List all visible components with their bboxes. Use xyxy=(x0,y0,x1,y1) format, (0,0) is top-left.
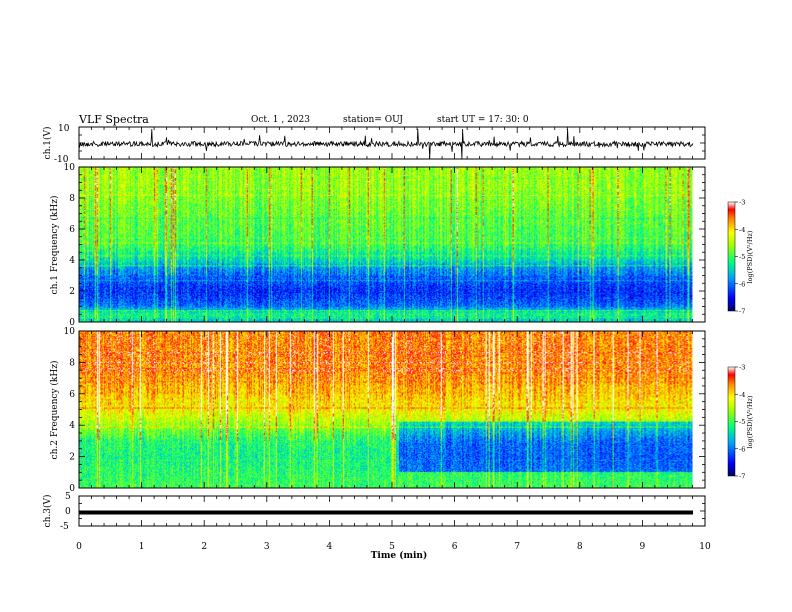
ch1-waveform-panel: 10 -10 ch.1(V) xyxy=(42,124,706,165)
ch1-colorbar-gradient xyxy=(727,201,736,312)
ch1-waveform-line xyxy=(78,128,694,160)
ch3-ytick-0: 0 xyxy=(65,507,71,517)
y-tick-label: 8 xyxy=(69,358,75,368)
colorbar-tick-label: -3 xyxy=(739,199,745,207)
ch3-ytick-neg5: -5 xyxy=(60,522,69,532)
ch2-spectrogram-ylabel: ch.2 Frequency (kHz) xyxy=(49,361,60,460)
y-tick-label: 8 xyxy=(69,194,75,204)
y-tick-label: 4 xyxy=(69,256,75,266)
ch2-spectrogram-ticks xyxy=(78,330,706,489)
ch3-waveform-ylabel: ch.3(V) xyxy=(42,495,53,528)
ch2-colorbar-ticklabels: -3 -4 -5 -6 -7 xyxy=(735,364,745,481)
y-tick-label: 10 xyxy=(64,327,76,337)
ch1-ytick-top: 10 xyxy=(58,124,70,134)
y-tick-label: 0 xyxy=(69,484,75,494)
colorbar-tick-label: -4 xyxy=(739,226,745,234)
y-tick-label: 4 xyxy=(69,421,75,431)
colorbar-tick-label: -5 xyxy=(739,253,745,261)
ch1-waveform-trace xyxy=(78,128,694,160)
x-tick-label: 8 xyxy=(577,542,583,552)
header-start-time: start UT = 17: 30: 0 xyxy=(437,115,529,125)
ch1-ytick-bottom: -10 xyxy=(54,155,69,165)
ch1-spectrogram-panel: 0 2 4 6 8 10 ch.1 Frequency (kHz) xyxy=(49,163,706,328)
y-tick-label: 2 xyxy=(69,287,75,297)
ch1-spectrogram-image xyxy=(79,167,693,322)
ch3-waveform-panel: 5 0 -5 ch.3(V) xyxy=(42,492,706,532)
ch3-waveform-ticks xyxy=(78,495,706,527)
y-tick-label: 6 xyxy=(69,390,75,400)
ch1-colorbar-ticklabels: -3 -4 -5 -6 -7 xyxy=(735,199,745,316)
colorbar-tick-label: -4 xyxy=(739,391,745,399)
x-tick-label: 0 xyxy=(76,542,82,552)
colorbar-tick-label: -3 xyxy=(739,364,745,372)
ch2-spectrogram-yticklabels: 0 2 4 6 8 10 xyxy=(64,327,76,494)
ch2-spectrogram-image xyxy=(79,331,693,488)
y-tick-label: 0 xyxy=(69,318,75,328)
x-axis-label: Time (min) xyxy=(371,550,428,561)
y-tick-label: 2 xyxy=(69,453,75,463)
x-tick-label: 6 xyxy=(452,542,458,552)
y-tick-label: 10 xyxy=(64,163,76,173)
colorbar-tick-label: -7 xyxy=(739,308,745,316)
x-tick-label: 9 xyxy=(640,542,646,552)
colorbar-tick-label: -6 xyxy=(739,280,745,288)
colorbar-tick-label: -5 xyxy=(739,418,745,426)
ch2-colorbar-label: log(PSD)(V²/Hz) xyxy=(746,395,754,448)
header-date: Oct. 1 , 2023 xyxy=(251,115,310,125)
colorbar-tick-label: -7 xyxy=(739,473,745,481)
y-tick-label: 6 xyxy=(69,225,75,235)
ch1-spectrogram-ylabel: ch.1 Frequency (kHz) xyxy=(49,196,60,295)
ch2-colorbar-gradient xyxy=(727,366,736,477)
x-tick-label: 10 xyxy=(699,542,711,552)
ch1-spectrogram-yticklabels: 0 2 4 6 8 10 xyxy=(64,163,76,328)
x-tick-label: 4 xyxy=(327,542,333,552)
ch3-ytick-5: 5 xyxy=(65,492,71,502)
x-tick-label: 7 xyxy=(514,542,520,552)
ch1-waveform-ticks xyxy=(78,126,706,160)
x-axis-ticklabels: 0 1 2 3 4 5 6 7 8 9 10 xyxy=(76,542,711,552)
ch1-waveform-ylabel: ch.1(V) xyxy=(42,127,53,160)
colorbar-tick-label: -6 xyxy=(739,445,745,453)
x-tick-label: 3 xyxy=(264,542,270,552)
ch1-colorbar: -3 -4 -5 -6 -7 log(PSD)(V²/Hz) xyxy=(727,199,754,316)
ch2-spectrogram-panel: 0 2 4 6 8 10 ch.2 Frequency (kHz) xyxy=(49,327,706,494)
x-tick-label: 5 xyxy=(389,542,395,552)
x-tick-label: 2 xyxy=(201,542,207,552)
ch1-spectrogram-ticks xyxy=(78,166,706,323)
ch2-colorbar: -3 -4 -5 -6 -7 log(PSD)(V²/Hz) xyxy=(727,364,754,481)
header-station: station= OUJ xyxy=(343,115,404,125)
x-tick-label: 1 xyxy=(139,542,145,552)
figure-title: VLF Spectra xyxy=(79,113,149,126)
ch1-colorbar-label: log(PSD)(V²/Hz) xyxy=(746,230,754,283)
